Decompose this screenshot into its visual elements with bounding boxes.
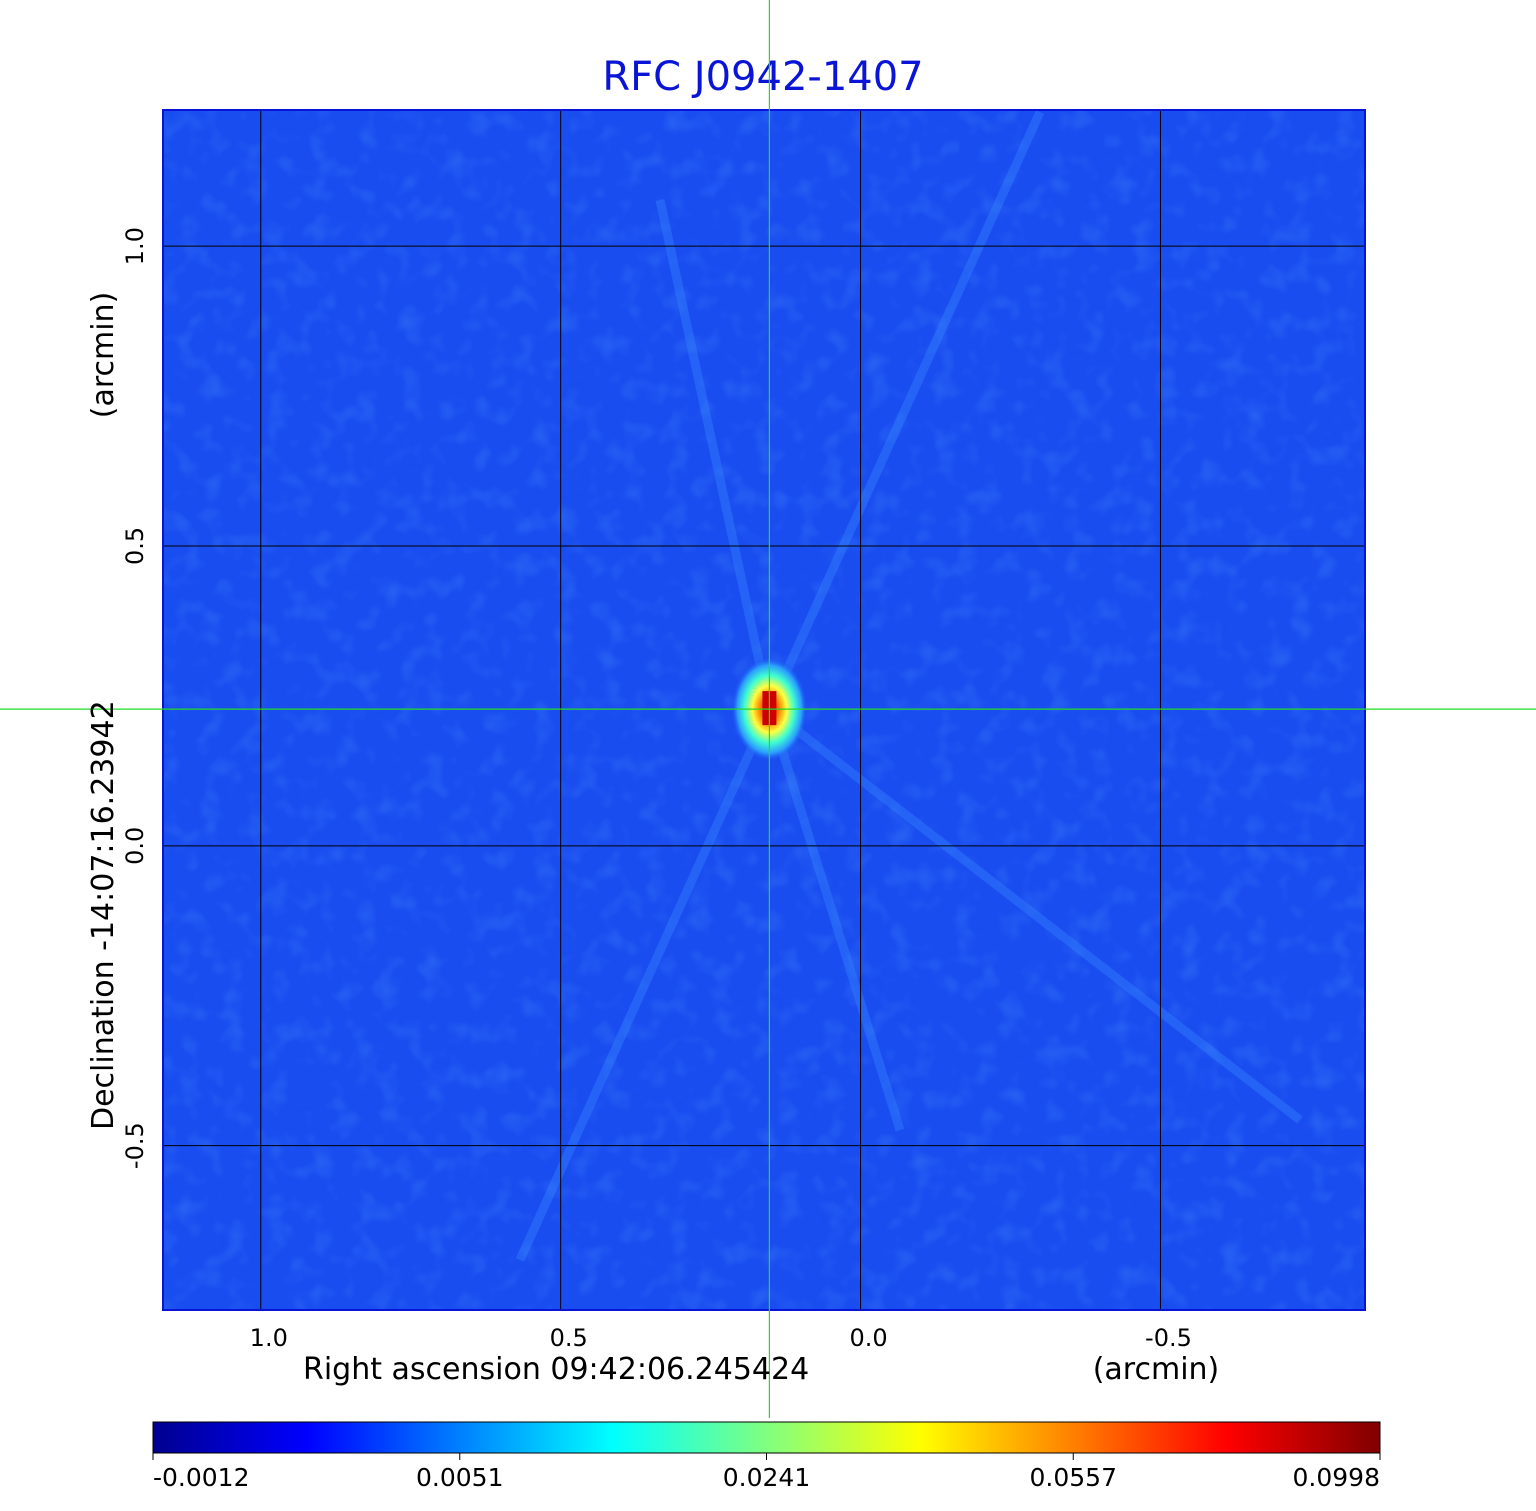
colorbar: -0.0012 0.0051 0.0241 0.0557 0.0998 (152, 1421, 1381, 1492)
sidelobe-streak (515, 707, 774, 1262)
y-axis-unit: (arcmin) (86, 292, 121, 419)
y-tick-label: 0.5 (121, 527, 149, 565)
image-plane (162, 109, 1366, 1311)
x-tick-label: -0.5 (1145, 1324, 1192, 1352)
colorbar-gradient (152, 1421, 1381, 1454)
chart-title: RFC J0942-1407 (602, 54, 923, 100)
colorbar-tick-label: -0.0012 (153, 1463, 250, 1492)
y-tick-label: -0.5 (121, 1122, 149, 1169)
x-tick-labels: 1.0 0.5 0.0 -0.5 (250, 1324, 1192, 1352)
y-tick-label: 0.0 (121, 827, 149, 865)
colorbar-tick-label: 0.0241 (723, 1463, 810, 1492)
sidelobe-streak (765, 707, 905, 1132)
sidelobe-streak (766, 705, 1303, 1124)
x-tick-label: 1.0 (250, 1324, 288, 1352)
x-axis-label: Right ascension 09:42:06.245424 (303, 1352, 809, 1387)
colorbar-tick-label: 0.0998 (1293, 1463, 1380, 1492)
sidelobe-streaks (515, 110, 1303, 1262)
colorbar-tick-label: 0.0051 (416, 1463, 503, 1492)
x-tick-label: 0.0 (849, 1324, 887, 1352)
plot-frame (162, 109, 1366, 1311)
sidelobe-streak (765, 110, 1045, 711)
y-axis-label: Declination -14:07:16.23942 (86, 700, 121, 1130)
colorbar-tick-labels: -0.0012 0.0051 0.0241 0.0557 0.0998 (152, 1453, 1381, 1492)
x-axis-unit: (arcmin) (1093, 1352, 1220, 1387)
sidelobe-streak (655, 199, 774, 711)
y-tick-label: 1.0 (121, 227, 149, 265)
colorbar-tick-label: 0.0557 (1030, 1463, 1117, 1492)
x-tick-label: 0.5 (550, 1324, 588, 1352)
coordinate-grid (163, 110, 1365, 1310)
y-tick-labels: 1.0 0.5 0.0 -0.5 (121, 227, 149, 1169)
crosshair (0, 0, 1536, 1418)
